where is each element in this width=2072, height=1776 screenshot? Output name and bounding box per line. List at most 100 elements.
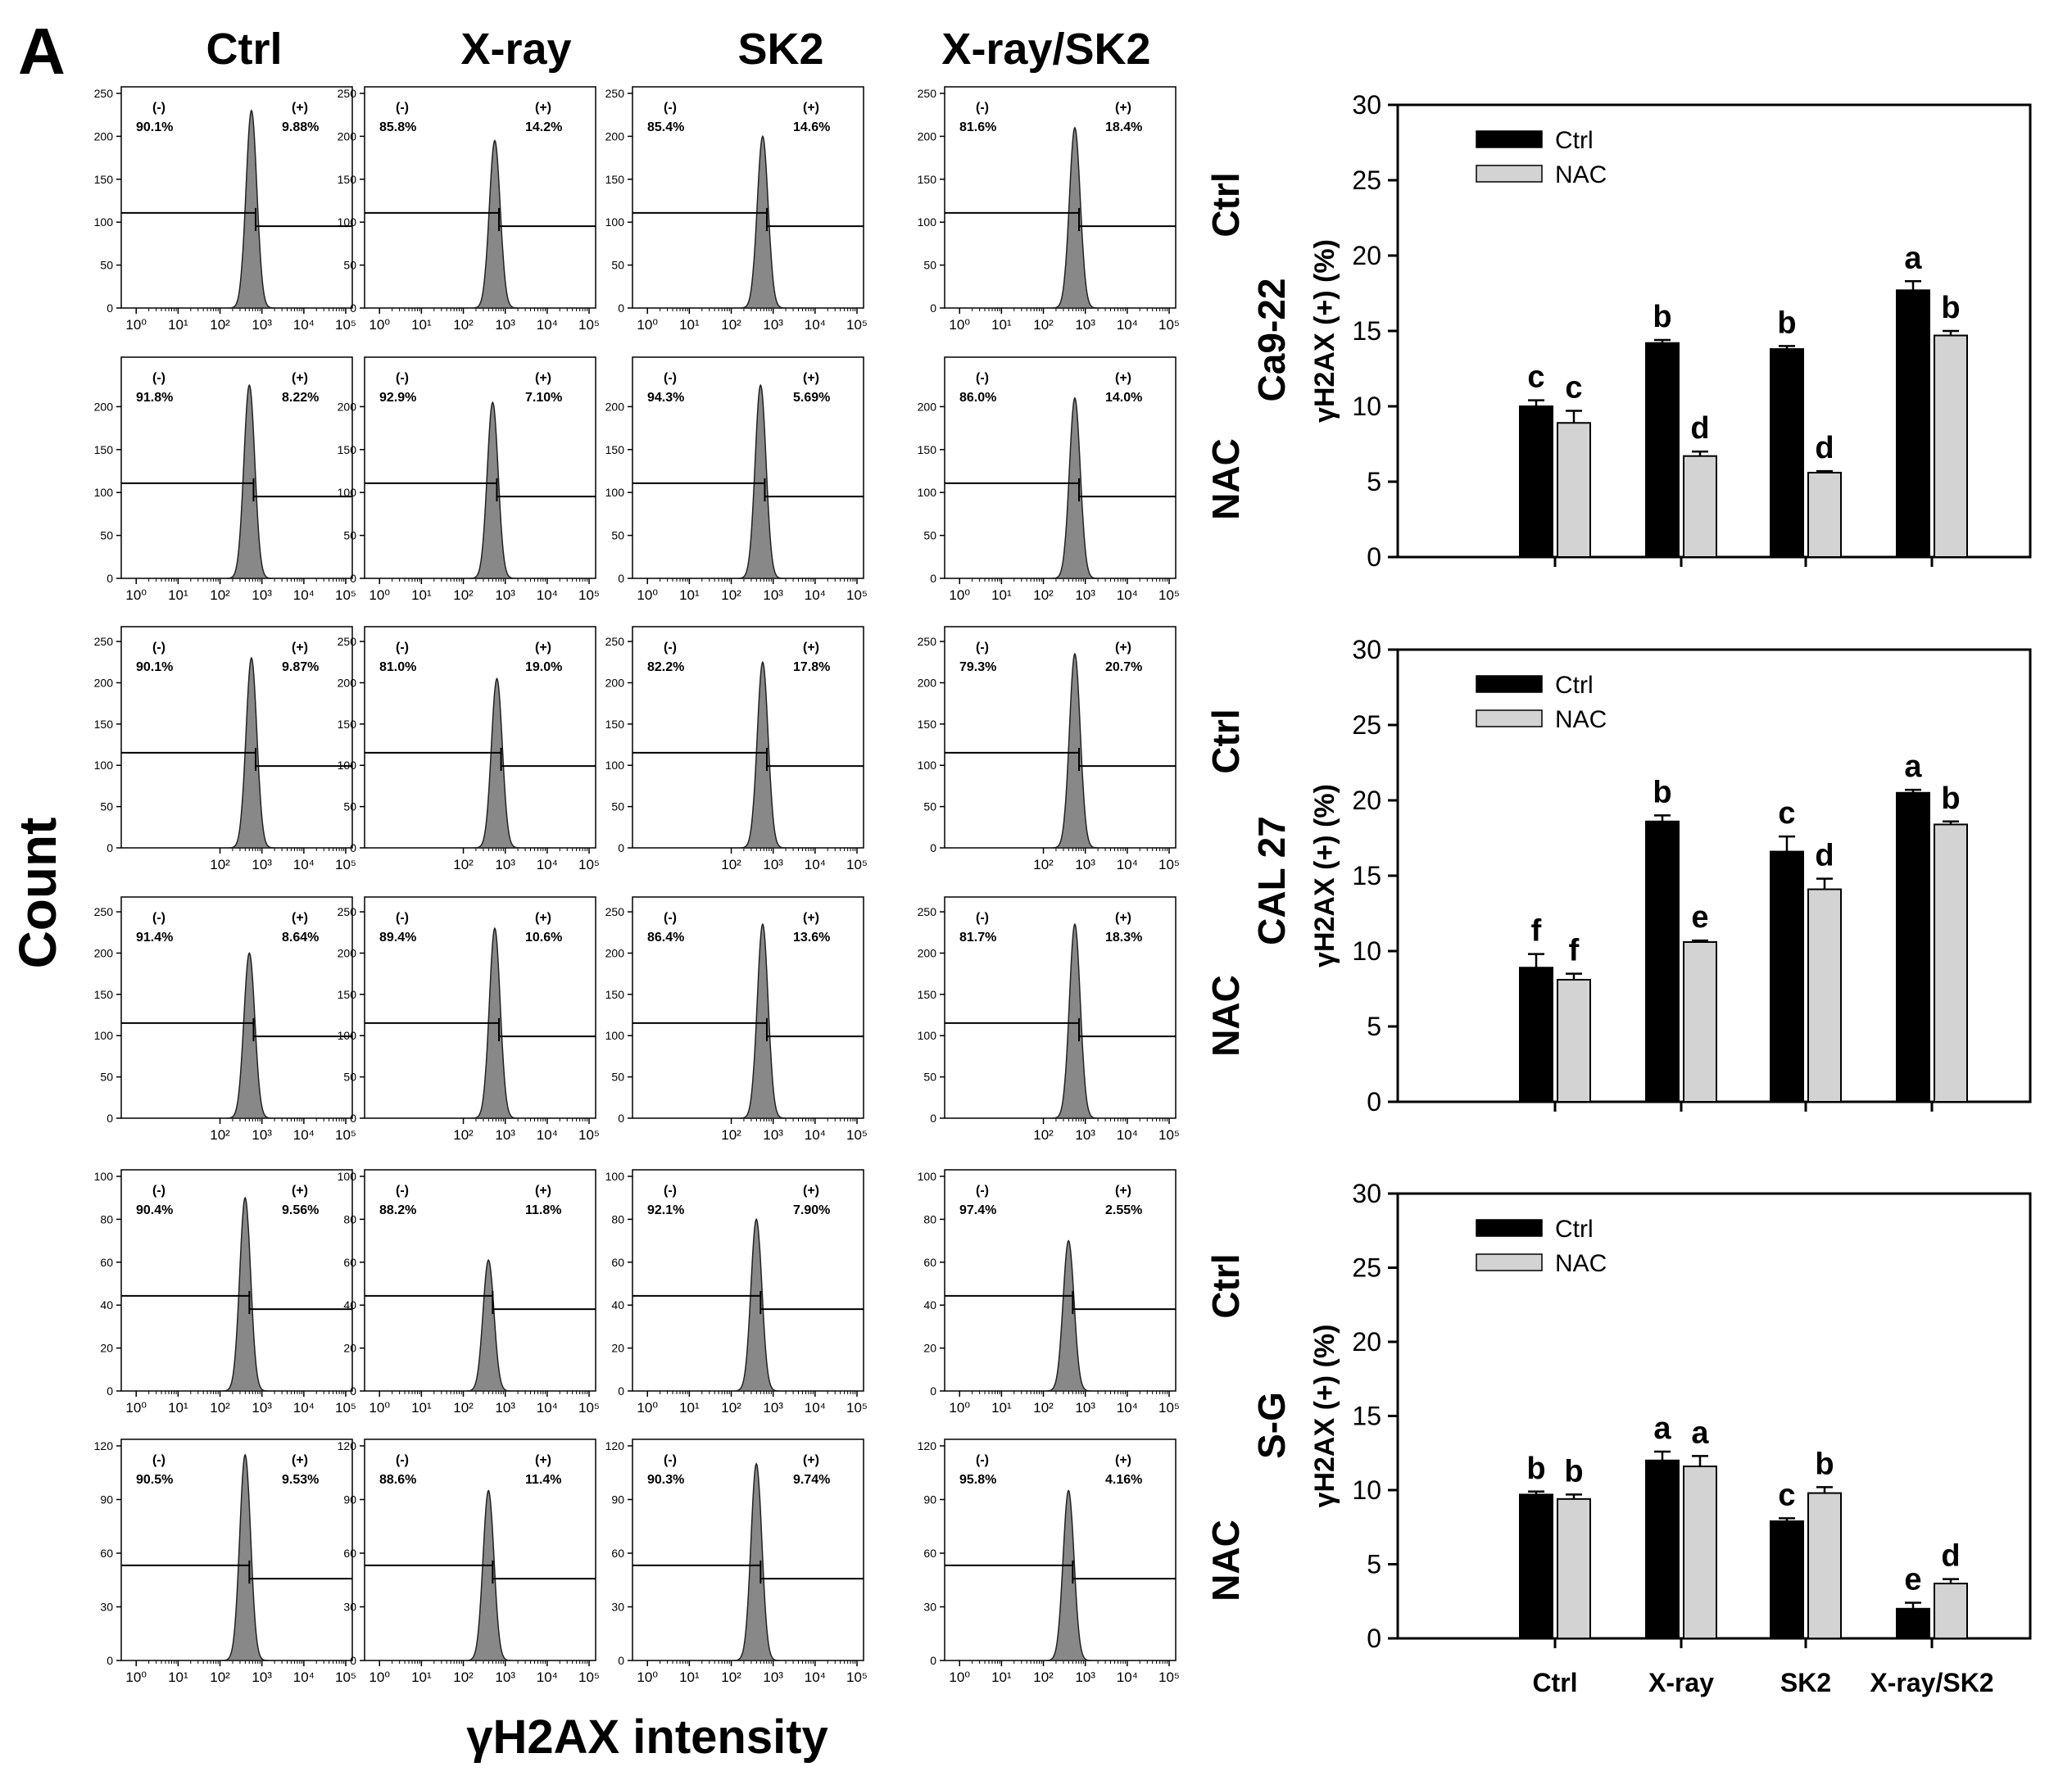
histogram-x-tick-label: 10² [210,317,230,333]
histogram-panel: 0 50 100 150 200 250 10² 10³ 10⁴ 10⁵ (-) 81.0% (+) 19… [338,626,600,872]
histogram-y-tick-label: 200 [94,946,114,959]
histogram-x-tick-label: 10⁴ [805,1670,826,1685]
histogram-y-tick-label: 40 [923,1298,936,1312]
histogram-y-tick-label: 200 [94,129,114,143]
histogram-frame [120,86,353,309]
histogram-y-tick-label: 0 [350,572,356,585]
histogram-curve [733,1217,780,1392]
column-header-xray-sk2: X-ray/SK2 [941,25,1150,74]
histogram-y-tick-label: 150 [94,443,114,456]
histogram-y-tick-label: 250 [338,635,357,648]
histogram-panel: 0 30 60 90 120 10⁰ 10¹ 10² 10³ 10⁴ 10⁵ (-) 88.6% (+) 1… [338,1438,600,1685]
gate-negative-label: (-) [664,101,677,115]
histogram-y-tick-label: 100 [94,215,114,229]
bar-category-label: X-ray/SK2 [1870,1668,1993,1697]
histogram-x-tick-label: 10³ [763,1400,783,1416]
bar-ctrl [1519,1493,1553,1640]
histogram-y-tick-label: 150 [338,173,357,186]
histogram-y-tick-label: 120 [338,1439,357,1452]
histogram-x-tick-label: 10² [210,1400,230,1416]
histogram-x-tick-label: 10⁰ [949,1400,970,1416]
row-label-nac-3: NAC [1204,1520,1247,1602]
histogram-x-tick-label: 10⁰ [637,1400,658,1416]
histogram-x-tick-label: 10¹ [168,317,188,333]
histogram-y-tick-label: 50 [923,259,936,272]
gate-negative-percent: 86.0% [959,391,996,405]
panel-label: A [18,15,66,88]
bar-y-tick-label: 0 [1367,1087,1381,1117]
histogram-curve [228,109,275,309]
histogram-y-tick-label: 120 [605,1439,625,1452]
bar-y-tick-label: 5 [1367,1012,1381,1041]
histogram-panel: 0 50 100 150 200 250 10⁰ 10¹ 10² 10³ 10⁴ 10⁵ (-) 85.4… [605,86,868,333]
histogram-x-tick-label: 10¹ [411,317,432,333]
histogram-curve [1045,1489,1092,1661]
gate-negative-label: (-) [976,101,989,115]
gate-positive-label: (+) [803,1184,819,1198]
histogram-x-tick-label: 10² [453,587,474,603]
histogram-y-tick-label: 50 [923,1071,936,1084]
histogram-x-tick-label: 10⁴ [1117,317,1138,333]
significance-letter: b [1777,306,1796,340]
gate-negative-percent: 81.7% [959,931,996,945]
histogram-y-tick-label: 50 [611,1071,624,1084]
histogram-curve [469,401,516,579]
histogram-y-tick-label: 200 [605,400,625,413]
histogram-x-tick-label: 10⁵ [578,1127,600,1143]
histogram-y-tick-label: 150 [605,718,625,731]
histogram-x-tick-label: 10⁴ [1117,1670,1138,1685]
histogram-x-tick-label: 10⁰ [125,317,147,333]
bar-y-tick-label: 20 [1352,1327,1381,1357]
bar-nac [1807,471,1842,559]
histogram-y-tick-label: 200 [918,129,937,143]
bar-y-tick-label: 20 [1352,786,1381,815]
histogram-y-tick-label: 50 [100,1071,113,1084]
histogram-frame [944,86,1177,309]
gate-positive-percent: 13.6% [793,931,830,945]
column-header-ctrl: Ctrl [206,25,283,74]
histogram-curve [739,134,787,309]
histogram-curve [226,383,273,579]
histogram-x-tick-label: 10² [721,857,741,872]
significance-letter: a [1653,1411,1671,1446]
histogram-x-tick-label: 10⁰ [637,1670,658,1685]
histogram-x-tick-label: 10⁰ [369,1400,390,1416]
histogram-x-tick-label: 10³ [252,1670,272,1685]
gate-positive-percent: 9.88% [282,120,319,134]
histogram-x-tick-label: 10⁰ [637,317,658,333]
gate-negative-percent: 88.6% [379,1473,416,1487]
histogram-y-tick-label: 0 [930,841,936,854]
bar-chart-2: 0 5 10 15 20 25 30 γH2AX (+) (%) Ctrl X-ray SK2 X-r… [1309,1179,2032,1697]
histogram-x-tick-label: 10² [210,1670,230,1685]
gate-negative-percent: 91.8% [136,391,173,405]
histogram-curve [1051,126,1099,309]
histogram-y-tick-label: 120 [918,1439,937,1452]
histogram-y-tick-label: 60 [611,1547,624,1560]
histogram-curve [465,1489,512,1661]
histogram-curve [474,677,520,849]
gate-negative-percent: 92.9% [379,391,416,405]
histogram-panel: 0 50 100 150 200 250 10² 10³ 10⁴ 10⁵ (-) 82.2% (+) 17… [605,626,868,872]
histogram-y-tick-label: 150 [605,443,625,456]
histogram-x-tick-label: 10⁴ [1117,587,1138,603]
significance-letter: b [1653,775,1671,809]
gate-positive-label: (+) [535,641,551,655]
histogram-x-tick-label: 10¹ [679,587,700,603]
bar-y-tick-label: 10 [1352,936,1381,966]
histogram-y-tick-label: 60 [611,1256,624,1269]
histogram-panel: 0 50 100 150 200 10⁰ 10¹ 10² 10³ 10⁴ 10⁵ (-) 91.8% (+… [94,356,356,603]
gate-positive-label: (+) [1115,1184,1131,1198]
legend-swatch-nac [1476,709,1543,727]
histogram-x-tick-label: 10³ [252,317,272,333]
histogram-y-tick-label: 250 [918,87,937,100]
histogram-y-tick-label: 250 [605,635,625,648]
histogram-y-tick-label: 0 [107,1384,113,1398]
gate-positive-percent: 9.87% [282,660,319,674]
histogram-x-tick-label: 10² [1033,587,1054,603]
column-header-xray: X-ray [460,25,571,74]
gate-positive-label: (+) [292,1453,308,1467]
histogram-panel: 0 20 40 60 80 100 10⁰ 10¹ 10² 10³ 10⁴ 10⁵ (-) 88.2% (+… [338,1169,600,1416]
histogram-y-tick-label: 0 [618,1112,624,1125]
bar-nac [1557,422,1591,558]
histogram-panel: 0 50 100 150 200 250 10² 10³ 10⁴ 10⁵ (-) 89.4% (+) 10… [338,896,600,1143]
